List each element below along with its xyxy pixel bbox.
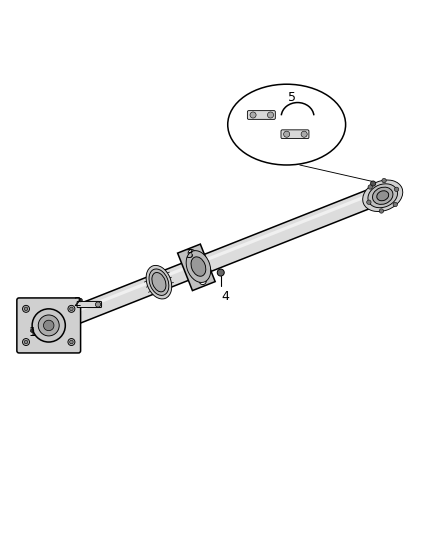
- Circle shape: [70, 307, 73, 311]
- Circle shape: [24, 340, 28, 344]
- FancyBboxPatch shape: [77, 302, 102, 308]
- Ellipse shape: [363, 180, 403, 212]
- Ellipse shape: [372, 187, 393, 204]
- Circle shape: [22, 338, 29, 345]
- Polygon shape: [64, 190, 380, 317]
- Circle shape: [250, 112, 256, 118]
- Ellipse shape: [149, 269, 169, 295]
- Circle shape: [268, 112, 274, 118]
- Circle shape: [79, 298, 82, 302]
- Circle shape: [95, 302, 101, 307]
- Circle shape: [367, 200, 371, 205]
- Circle shape: [379, 209, 384, 213]
- Text: 4: 4: [222, 290, 230, 303]
- Circle shape: [368, 185, 372, 189]
- Circle shape: [217, 269, 224, 276]
- Circle shape: [70, 340, 73, 344]
- Circle shape: [394, 187, 399, 191]
- FancyBboxPatch shape: [281, 130, 309, 139]
- Text: 1: 1: [28, 326, 36, 340]
- FancyBboxPatch shape: [17, 298, 81, 353]
- Ellipse shape: [186, 251, 211, 282]
- Text: 3: 3: [185, 248, 193, 261]
- Ellipse shape: [146, 265, 172, 299]
- Polygon shape: [63, 186, 384, 327]
- Circle shape: [32, 309, 65, 342]
- Circle shape: [284, 131, 290, 138]
- Circle shape: [188, 249, 195, 256]
- Ellipse shape: [152, 272, 166, 292]
- Text: 5: 5: [288, 91, 297, 103]
- Ellipse shape: [377, 191, 389, 201]
- Circle shape: [371, 181, 376, 186]
- Circle shape: [68, 338, 75, 345]
- Circle shape: [382, 179, 386, 183]
- Circle shape: [30, 329, 34, 333]
- Ellipse shape: [368, 184, 398, 208]
- Circle shape: [22, 305, 29, 312]
- Circle shape: [24, 307, 28, 311]
- Circle shape: [38, 315, 59, 336]
- Circle shape: [199, 278, 206, 285]
- Ellipse shape: [228, 84, 346, 165]
- Polygon shape: [177, 244, 215, 290]
- Circle shape: [68, 305, 75, 312]
- Circle shape: [301, 131, 307, 138]
- Ellipse shape: [191, 257, 206, 276]
- Text: 2: 2: [73, 296, 81, 309]
- Circle shape: [43, 320, 54, 330]
- Circle shape: [393, 203, 397, 207]
- FancyBboxPatch shape: [247, 111, 276, 119]
